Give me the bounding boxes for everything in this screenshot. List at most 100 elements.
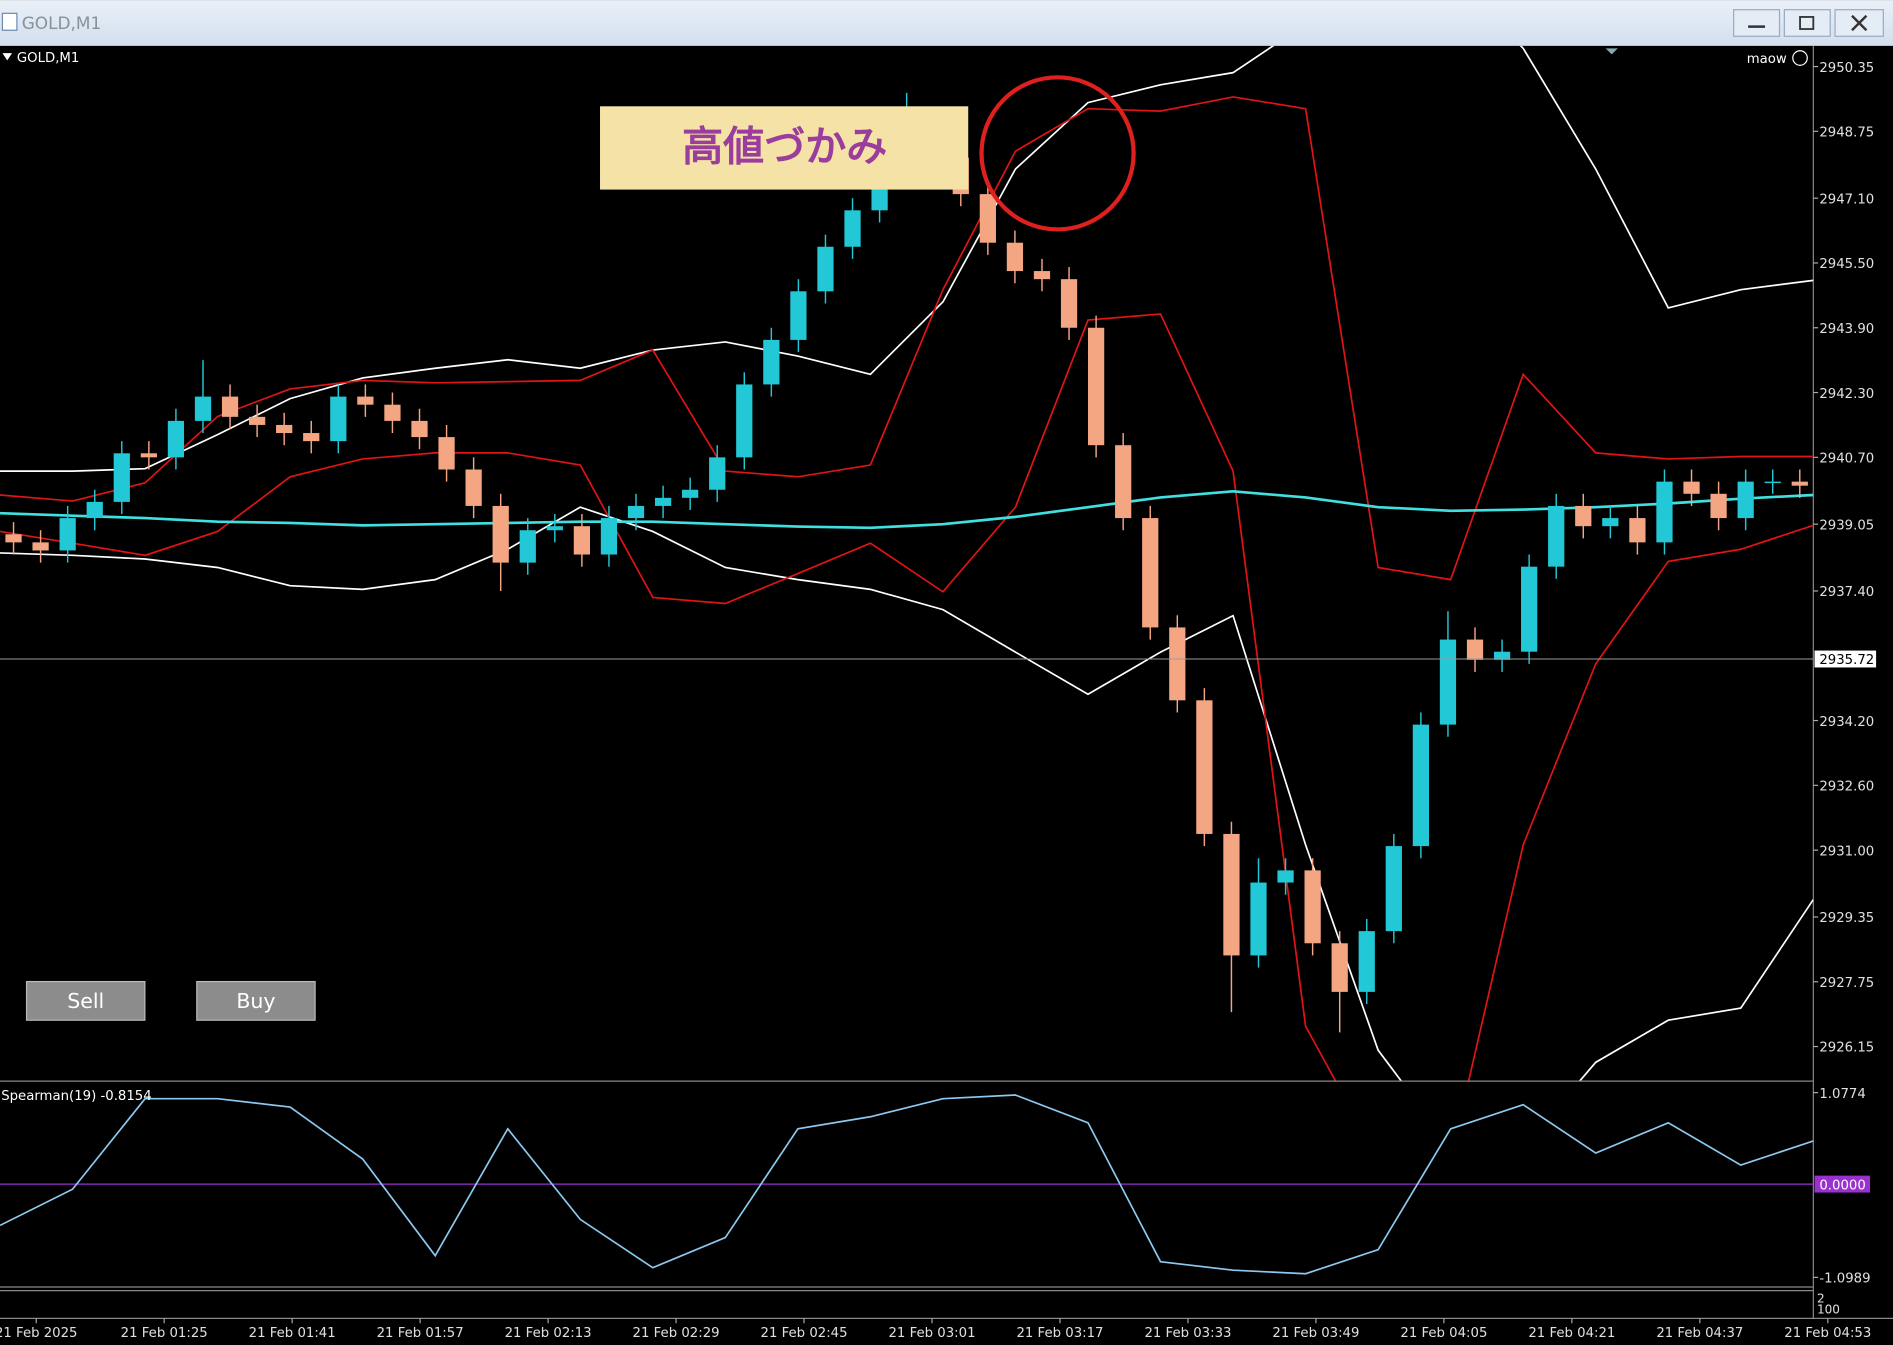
buy-button[interactable]: Buy: [196, 980, 316, 1021]
candle-body: [194, 396, 212, 421]
candle-body: [546, 526, 563, 531]
candle-body: [1196, 700, 1213, 834]
candle-body: [465, 469, 482, 506]
candle-body: [221, 396, 239, 417]
candle-body: [1006, 242, 1024, 272]
y-tick-label: 2927.75: [1819, 976, 1874, 991]
indicator-line: [0, 313, 1814, 1081]
y-tick-label: 2934.20: [1819, 715, 1874, 730]
y-tick-label: 2947.10: [1819, 192, 1874, 207]
candle-body: [276, 424, 293, 434]
candle-body: [979, 194, 996, 243]
y-tick-label: 2940.70: [1819, 452, 1874, 467]
window-icon: [1, 12, 18, 31]
x-tick-label: 21 Feb 03:17: [1016, 1326, 1103, 1341]
candle-body: [411, 420, 428, 438]
annotation-text: 高値づかみ: [682, 123, 887, 171]
y-tick-label: 0.0000: [1819, 1178, 1865, 1193]
candle-body: [1521, 566, 1538, 652]
candle-body: [1087, 327, 1105, 446]
maximize-button[interactable]: [1783, 9, 1831, 37]
window-title: GOLD,M1: [22, 13, 102, 33]
x-tick-label: 21 Feb 01:41: [249, 1326, 336, 1341]
y-tick-label: 2948.75: [1819, 126, 1874, 141]
candle-body: [1710, 493, 1727, 519]
y-tick-label: 1.0774: [1819, 1087, 1865, 1102]
account-label: maow: [1747, 52, 1787, 67]
candle-body: [1791, 481, 1808, 486]
candle-body: [140, 453, 157, 458]
menu-triangle[interactable]: [2, 53, 13, 61]
candle-body: [1466, 639, 1484, 660]
current-price-box: [1814, 650, 1877, 668]
candle-body: [1115, 445, 1132, 519]
candle-body: [844, 210, 861, 247]
candle-body: [1304, 870, 1321, 944]
candle-body: [1385, 846, 1402, 932]
candle-body: [113, 453, 130, 502]
buy-button-box[interactable]: [196, 980, 316, 1021]
x-tick-label: 21 Feb 02:13: [505, 1326, 592, 1341]
maximize-icon: [1799, 16, 1815, 30]
candle-body: [763, 339, 780, 385]
sell-button[interactable]: Sell: [25, 980, 146, 1021]
indicator-line: [0, 96, 1814, 581]
indicator-title: Spearman(19) -0.8154: [1, 1089, 151, 1104]
y-tick-label: 2945.50: [1819, 257, 1874, 272]
indicator-line: [0, 1094, 1814, 1275]
candle-body: [1277, 870, 1294, 883]
candle-body: [790, 291, 807, 340]
candle-body: [1629, 518, 1646, 543]
candle-body: [86, 501, 103, 519]
y-tick-label: 2926.15: [1819, 1041, 1874, 1056]
candle-body: [573, 526, 591, 555]
candle-body: [817, 246, 834, 292]
highlight-circle: [979, 75, 1136, 232]
current-price-label: 2935.72: [1819, 653, 1874, 668]
x-tick-label: 21 Feb 03:33: [1144, 1326, 1231, 1341]
candle-body: [1060, 279, 1078, 328]
candle-body: [1439, 639, 1457, 725]
candle-body: [248, 416, 266, 425]
x-tick-label: 21 Feb 04:37: [1656, 1326, 1743, 1341]
window-controls: [1733, 9, 1884, 37]
x-tick-label: 21 Feb 01:57: [377, 1326, 464, 1341]
candle-body: [1223, 833, 1240, 956]
candle-body: [600, 518, 618, 555]
candle-body: [438, 437, 455, 470]
candle-body: [1737, 481, 1754, 519]
candle-body: [1493, 651, 1511, 660]
x-tick-label: 21 Feb 2025: [0, 1326, 77, 1341]
annotation-box: [600, 106, 969, 190]
indicator-line: [0, 490, 1814, 530]
buy-button-label[interactable]: Buy: [236, 989, 275, 1013]
sell-button-label[interactable]: Sell: [67, 989, 104, 1013]
shift-marker: [1605, 48, 1618, 55]
y-tick-label: 2943.90: [1819, 322, 1874, 337]
candle-body: [1602, 518, 1619, 527]
x-tick-label: 21 Feb 02:29: [633, 1326, 720, 1341]
minimize-button[interactable]: [1733, 9, 1781, 37]
x-tick-label: 21 Feb 03:01: [888, 1326, 975, 1341]
candle-body: [1764, 481, 1781, 484]
indicator-plot: [0, 1094, 1814, 1275]
candle-body: [1033, 271, 1051, 280]
indicator-line: [0, 45, 1814, 472]
y-tick-label: 2932.60: [1819, 780, 1874, 795]
title-bar: [0, 0, 1893, 46]
indicator-line: [0, 506, 1814, 1081]
y-tick-label: 2950.35: [1819, 61, 1874, 76]
candle-body: [5, 534, 22, 543]
candle-body: [357, 396, 374, 405]
sell-button-box[interactable]: [25, 980, 146, 1021]
x-tick-label: 21 Feb 04:53: [1784, 1326, 1871, 1341]
candle-body: [1142, 518, 1159, 628]
x-tick-label: 21 Feb 04:05: [1400, 1326, 1487, 1341]
candle-body: [627, 505, 645, 519]
candle-body: [1331, 943, 1348, 992]
third-window-label: 2: [1817, 1292, 1825, 1306]
candle-body: [519, 530, 536, 563]
x-tick-label: 21 Feb 03:49: [1272, 1326, 1359, 1341]
candle-body: [1656, 481, 1673, 543]
